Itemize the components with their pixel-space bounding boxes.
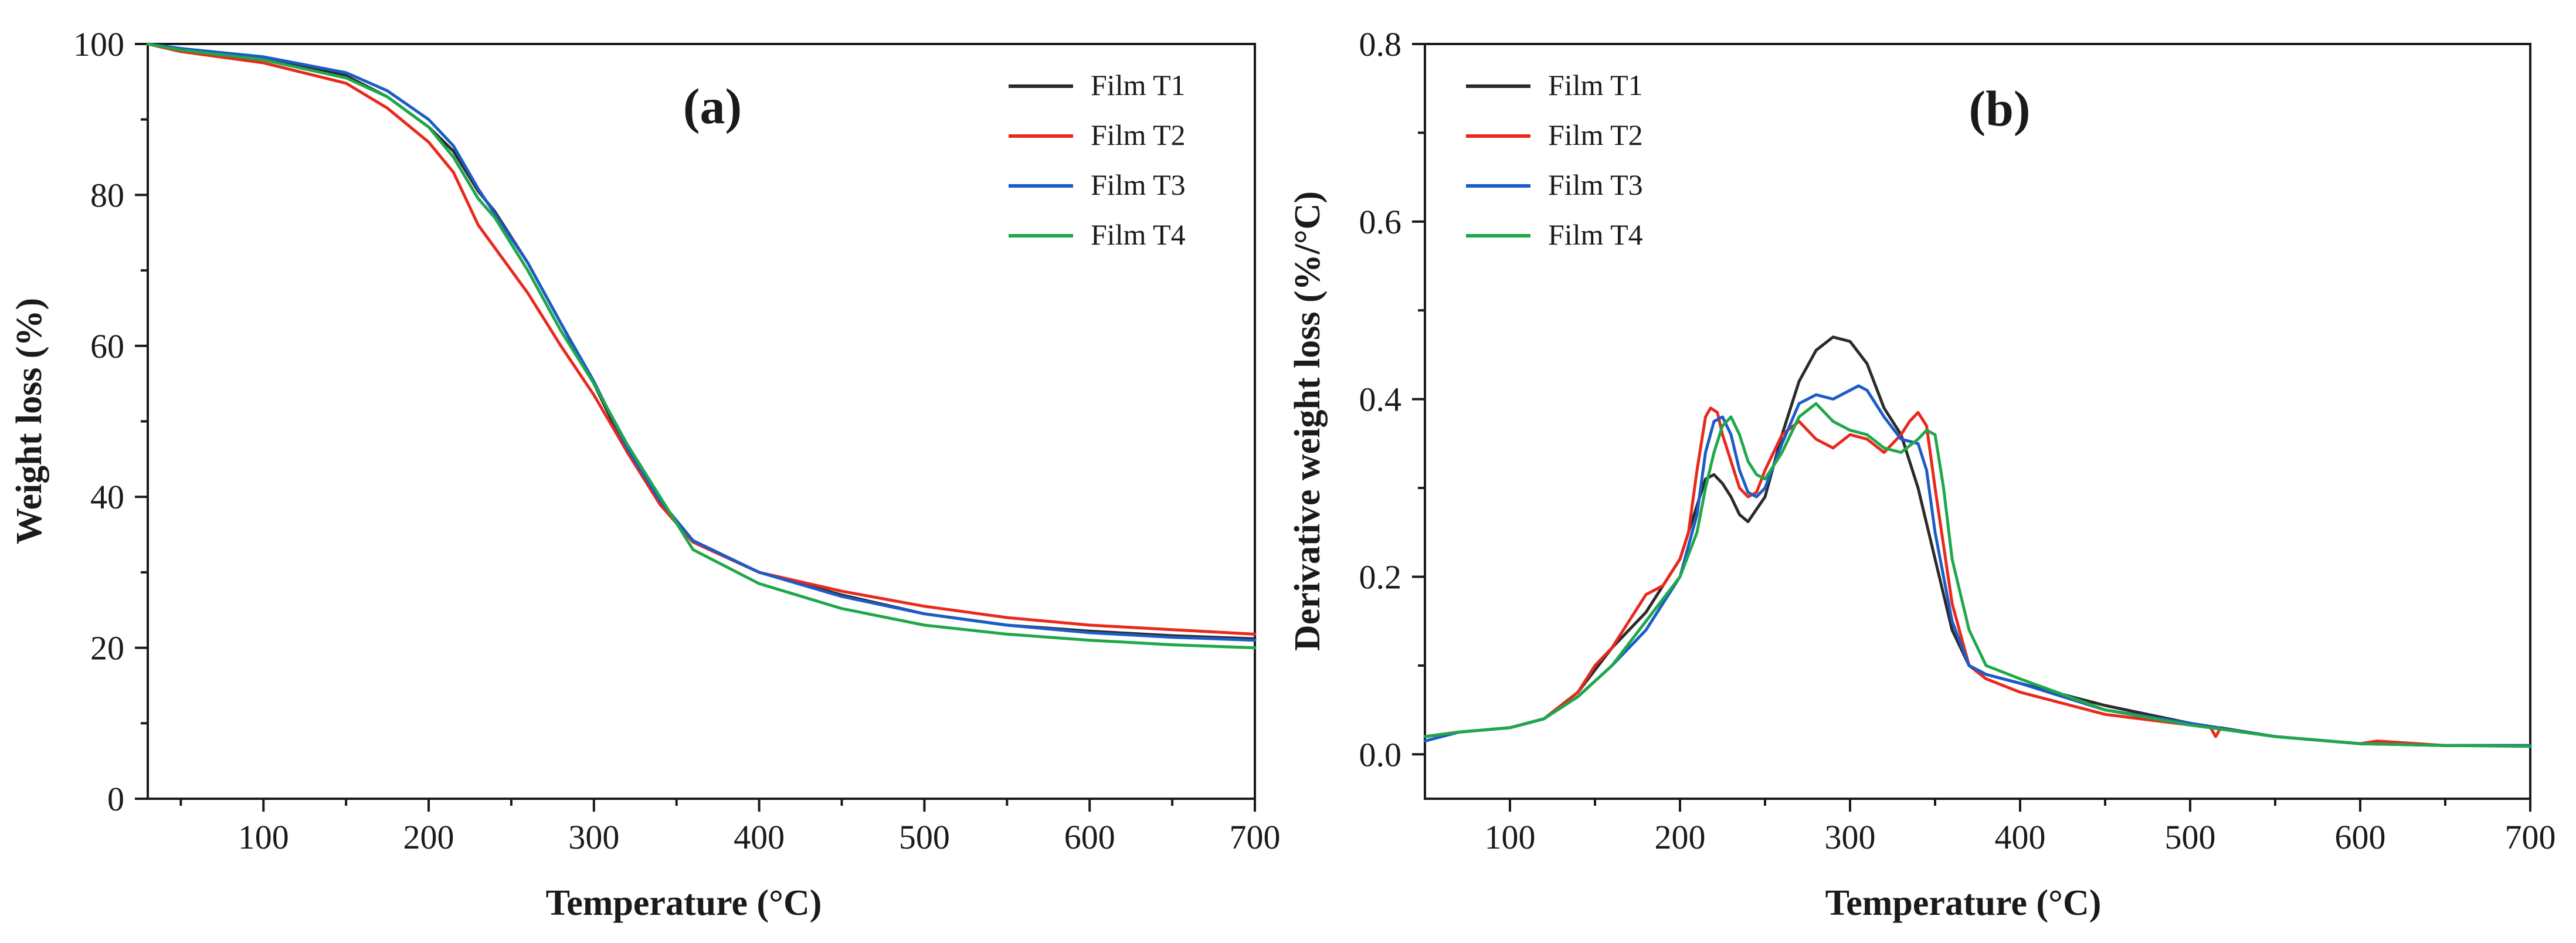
legend-label: Film T3	[1091, 168, 1186, 201]
series-line-film-t3	[146, 42, 1257, 642]
x-tick-label: 500	[2165, 818, 2216, 856]
panel-a-y-axis-title: Weight loss (%)	[9, 298, 49, 544]
x-tick-label: 200	[403, 818, 454, 856]
legend-label: Film T1	[1091, 69, 1186, 101]
panel-a-legend: Film T1 Film T2 Film T3 Film T4	[1009, 69, 1186, 251]
panel-a-plot-frame	[147, 43, 1256, 800]
panel-b-label: (b)	[1969, 80, 2030, 137]
x-tick-label: 600	[2335, 818, 2386, 856]
x-tick-label: 100	[238, 818, 289, 856]
y-tick-label: 0	[107, 780, 124, 818]
y-tick-label: 0.0	[1359, 735, 1402, 774]
y-tick-label: 0.6	[1359, 203, 1402, 241]
y-tick-label: 80	[90, 176, 124, 214]
legend-label: Film T4	[1091, 218, 1186, 251]
x-tick-label: 400	[734, 818, 785, 856]
legend-label: Film T1	[1548, 69, 1643, 101]
panel-b-plot-frame	[1424, 43, 2531, 800]
legend-label: Film T2	[1091, 118, 1186, 151]
panel-a-x-axis-title: Temperature (°C)	[546, 883, 822, 923]
y-tick-label: 20	[90, 629, 124, 667]
panel-a-series	[146, 42, 1257, 650]
legend-label: Film T3	[1548, 168, 1643, 201]
series-line-film-t3	[1423, 384, 2532, 747]
panel-a: 100 200 300 400 500 600 700 0 20 40 60 80 100 (a) Fi…	[9, 25, 1281, 923]
panel-b: 100 200 300 400 500 600 700 0.0 0.2 0.4 0.6 0.8 (b)…	[1288, 25, 2556, 923]
x-tick-label: 700	[2505, 818, 2556, 856]
panel-b-y-axis-title: Derivative weight loss (%/°C)	[1288, 191, 1328, 651]
y-tick-label: 0.4	[1359, 381, 1402, 419]
panel-b-x-axis-title: Temperature (°C)	[1825, 883, 2102, 923]
y-tick-label: 40	[90, 478, 124, 516]
series-line-film-t2	[146, 42, 1257, 636]
x-tick-label: 500	[899, 818, 950, 856]
x-tick-label: 300	[1825, 818, 1876, 856]
x-tick-label: 700	[1230, 818, 1281, 856]
panel-a-label: (a)	[683, 78, 742, 134]
x-tick-label: 600	[1064, 818, 1115, 856]
x-tick-label: 200	[1655, 818, 1706, 856]
y-tick-label: 100	[73, 25, 124, 63]
x-tick-label: 300	[568, 818, 619, 856]
legend-label: Film T4	[1548, 218, 1643, 251]
series-line-film-t2	[1423, 406, 2532, 747]
panel-b-series	[1423, 335, 2532, 748]
y-tick-label: 60	[90, 327, 124, 365]
x-tick-label: 100	[1485, 818, 1536, 856]
y-tick-label: 0.2	[1359, 558, 1402, 596]
series-line-film-t4	[146, 42, 1257, 650]
y-tick-label: 0.8	[1359, 25, 1402, 63]
x-tick-label: 400	[1995, 818, 2046, 856]
panel-b-ticks: 100 200 300 400 500 600 700 0.0 0.2 0.4 0.6 0.8	[1359, 25, 2556, 856]
series-line-film-t4	[1423, 402, 2532, 748]
panel-a-ticks: 100 200 300 400 500 600 700 0 20 40 60 80 100	[73, 25, 1281, 856]
legend-label: Film T2	[1548, 118, 1643, 151]
panel-b-legend: Film T1 Film T2 Film T3 Film T4	[1466, 69, 1643, 251]
